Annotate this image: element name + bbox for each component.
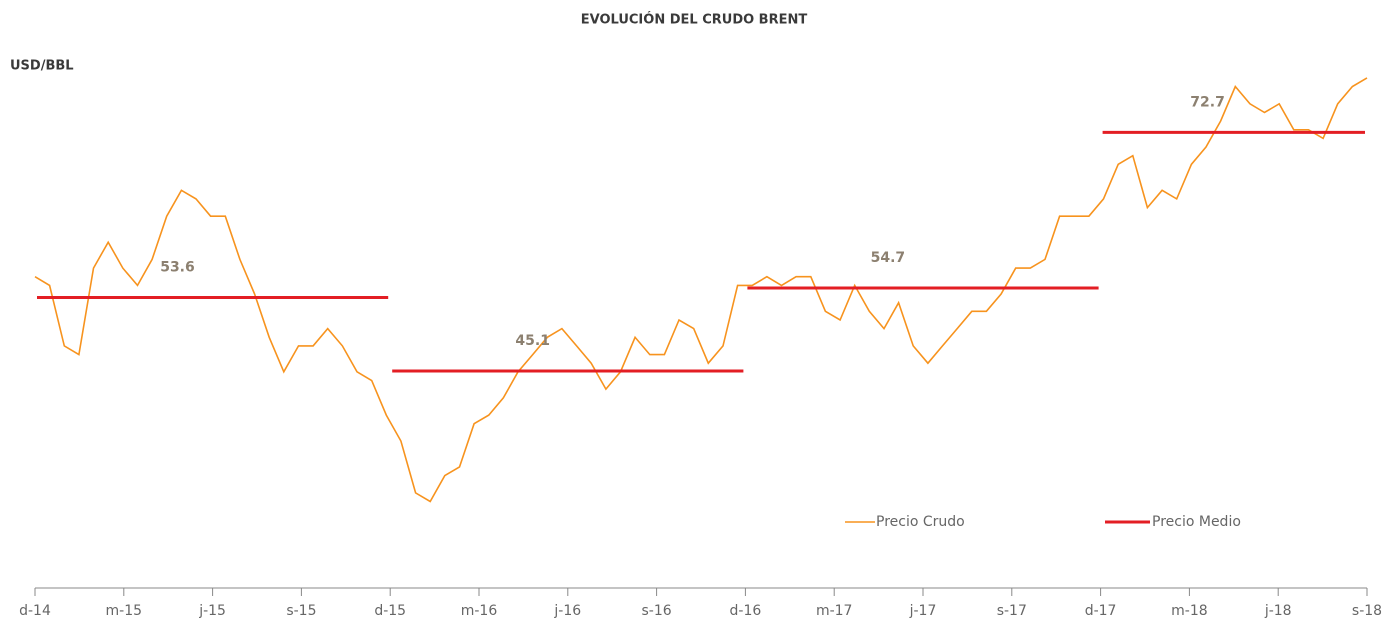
x-tick-label: m-18 [1171,603,1208,619]
average-label: 53.6 [160,259,195,275]
price-line [34,77,1368,503]
x-tick-label: s-15 [286,603,316,619]
average-label: 45.1 [515,333,550,349]
x-tick-label: m-16 [461,603,498,619]
legend-label: Precio Medio [1152,514,1241,530]
average-label: 72.7 [1190,94,1225,110]
x-tick-label: j-17 [909,603,937,619]
legend-label: Precio Crudo [876,514,965,530]
x-tick-label: j-18 [1264,603,1292,619]
y-axis-label: USD/BBL [10,59,74,74]
x-tick-label: j-16 [553,603,581,619]
x-tick-label: s-16 [642,603,672,619]
x-tick-label: d-15 [374,603,406,619]
x-tick-label: m-15 [106,603,143,619]
x-tick-label: d-14 [19,603,51,619]
x-tick-label: s-17 [997,603,1027,619]
x-tick-label: j-15 [198,603,226,619]
chart-title: EVOLUCIÓN DEL CRUDO BRENT [581,12,808,28]
x-tick-label: d-16 [730,603,762,619]
x-tick-label: s-18 [1352,603,1382,619]
x-tick-label: d-17 [1085,603,1117,619]
x-tick-label: m-17 [816,603,853,619]
average-label: 54.7 [871,250,906,266]
